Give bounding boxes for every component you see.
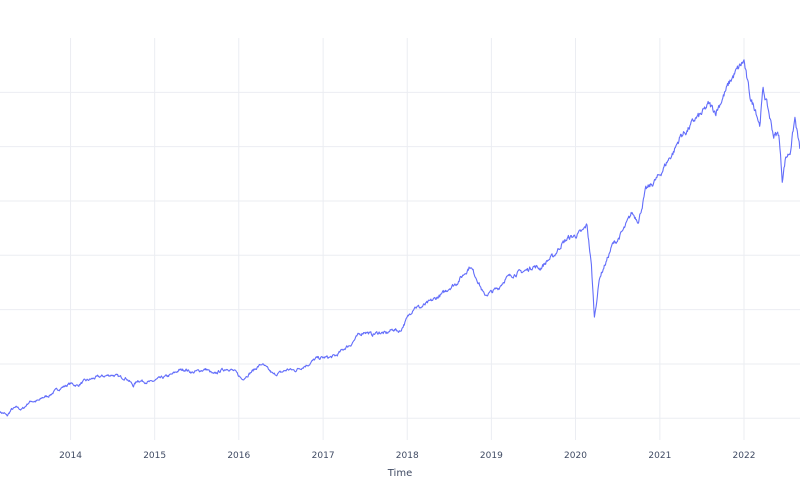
x-tick-labels: 2014 2015 2016 2017 2018 2019 2020 2021 2022	[59, 451, 755, 461]
x-tick-label: 2017	[312, 451, 335, 461]
y-gridlines	[0, 91, 800, 419]
series-line	[0, 59, 800, 417]
x-tick-label: 2016	[227, 451, 250, 461]
x-tick-label: 2019	[480, 451, 503, 461]
x-tick-label: 2022	[733, 451, 756, 461]
x-tick-label: 2014	[59, 451, 82, 461]
x-tick-label: 2018	[396, 451, 419, 461]
x-gridlines	[70, 38, 745, 440]
x-tick-label: 2015	[143, 451, 166, 461]
x-tick-label: 2021	[648, 451, 671, 461]
x-axis-title: Time	[387, 468, 412, 479]
series-layer	[0, 59, 800, 417]
x-tick-label: 2020	[564, 451, 587, 461]
